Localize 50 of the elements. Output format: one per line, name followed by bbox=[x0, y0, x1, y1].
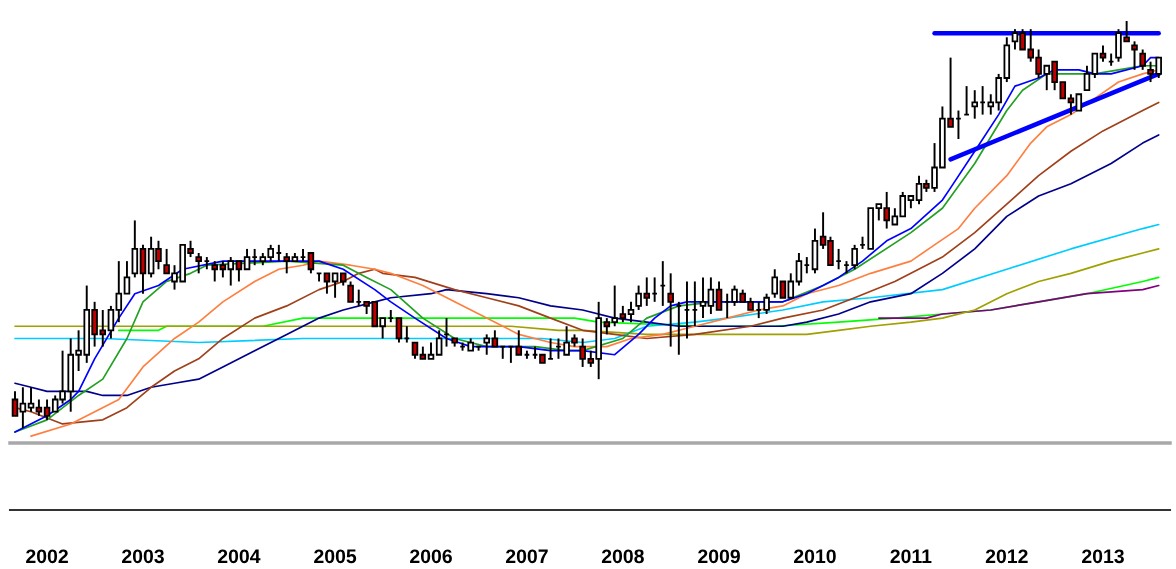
candlestick bbox=[971, 89, 979, 120]
candlestick bbox=[851, 243, 858, 271]
candlestick bbox=[795, 252, 803, 287]
candlestick bbox=[667, 272, 674, 348]
candlestick bbox=[483, 333, 490, 356]
x-tick-label: 2010 bbox=[794, 549, 836, 564]
x-tick-label: 2009 bbox=[698, 549, 740, 564]
candlestick bbox=[347, 280, 354, 303]
x-tick-label: 2002 bbox=[26, 549, 68, 564]
candlestick bbox=[115, 260, 123, 324]
candlestick bbox=[395, 317, 403, 344]
candlestick bbox=[195, 252, 202, 275]
x-tick-label: 2011 bbox=[890, 549, 932, 564]
x-tick-label: 2003 bbox=[122, 549, 164, 564]
candlestick bbox=[771, 268, 779, 299]
candlestick bbox=[107, 304, 115, 340]
x-tick-label: 2006 bbox=[410, 549, 452, 564]
x-tick-label: 2013 bbox=[1082, 549, 1124, 564]
candlestick bbox=[1139, 48, 1146, 71]
candlestick bbox=[331, 272, 339, 299]
candlestick bbox=[243, 247, 251, 271]
candlestick bbox=[627, 300, 635, 324]
candlestick bbox=[1067, 93, 1075, 116]
candlestick bbox=[579, 337, 586, 368]
candlestick bbox=[123, 260, 131, 295]
x-tick-label: 2012 bbox=[985, 549, 1028, 564]
x-tick-label: 2004 bbox=[217, 549, 261, 564]
candlestick bbox=[19, 386, 27, 429]
x-tick-label: 2007 bbox=[505, 549, 548, 564]
candlestick bbox=[11, 390, 19, 417]
candlestick bbox=[235, 260, 243, 283]
candlestick bbox=[323, 272, 331, 295]
x-tick-label: 2008 bbox=[601, 549, 644, 564]
candlestick bbox=[515, 329, 523, 356]
candlestick bbox=[715, 280, 723, 311]
candlestick bbox=[307, 252, 315, 275]
candlestick bbox=[435, 329, 443, 356]
candlestick bbox=[787, 272, 795, 299]
candlestick bbox=[283, 252, 290, 275]
candlestick bbox=[763, 292, 770, 316]
candlestick bbox=[707, 276, 715, 316]
candlestick bbox=[99, 309, 107, 348]
candlestick bbox=[27, 386, 35, 413]
x-tick-label: 2005 bbox=[314, 549, 357, 564]
candlestick bbox=[1083, 64, 1091, 92]
candlestick bbox=[211, 260, 218, 283]
candlestick bbox=[43, 398, 51, 421]
candlestick bbox=[1091, 52, 1099, 79]
candlestick bbox=[1131, 40, 1138, 71]
candlestick bbox=[699, 276, 707, 320]
